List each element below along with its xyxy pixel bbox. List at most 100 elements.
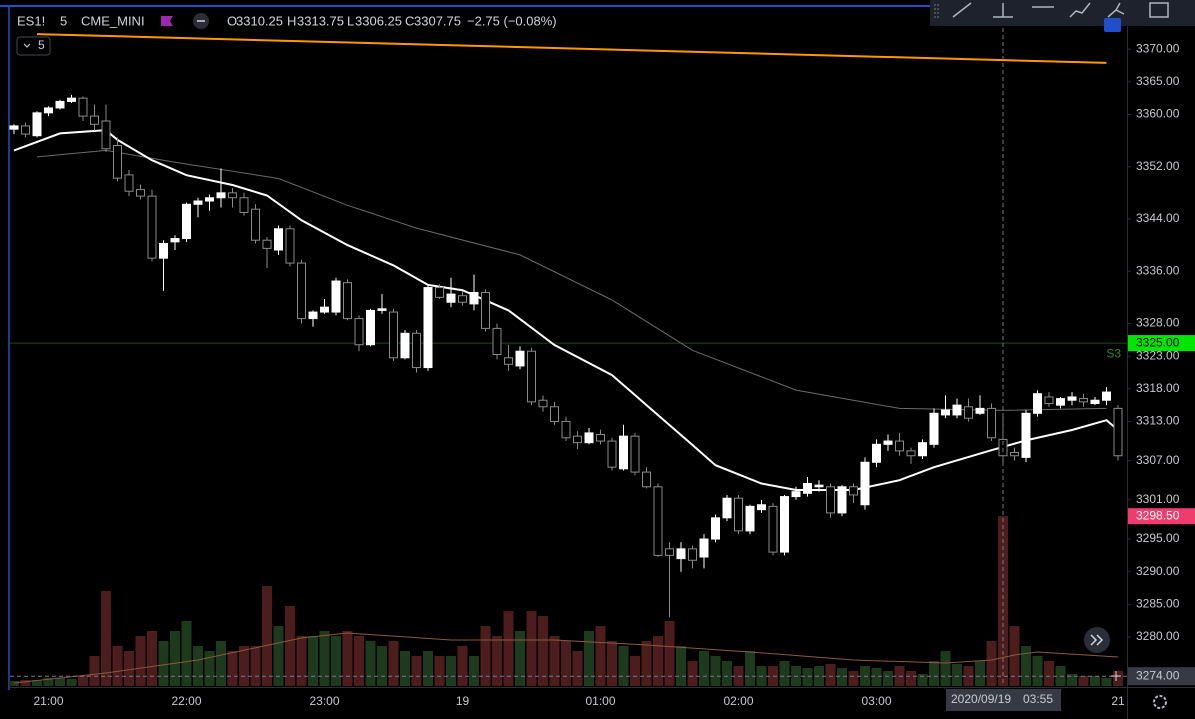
volume-bar [848,671,859,686]
volume-bar [1090,676,1100,686]
volume-bar [883,671,893,686]
y-tick-label: 3328.00 [1136,316,1180,330]
volume-bar [193,646,203,686]
volume-bar [664,621,675,686]
candle-body [228,192,237,199]
candle-body [630,435,640,473]
y-tick-label: 3313.00 [1136,414,1180,428]
tool-trendline[interactable] [952,2,972,18]
tool-vline[interactable] [993,3,1013,18]
volume-bar [929,661,939,686]
candle-body [814,484,824,488]
volume-bar [687,661,698,686]
ohlc-label: C [405,13,414,28]
candle-body [412,332,421,369]
volume-bar [952,664,962,686]
indicator-lines [13,33,1119,684]
levels: S3 [10,342,1127,360]
tool-path[interactable] [1069,2,1091,18]
volume-bar [1067,674,1077,686]
y-tick-label: 3290.00 [1136,564,1180,578]
tool-rect[interactable] [1149,2,1169,18]
volume-bar [78,676,88,686]
candle-body [676,548,686,560]
candle-body [446,293,456,303]
candle-body [21,125,30,135]
scroll-button[interactable] [1104,18,1121,32]
volume-bar [434,656,445,686]
volume-bar [699,651,709,686]
volume-bar [400,651,410,686]
candle-body [596,434,605,442]
candle-body [975,407,985,414]
candle-body [308,311,318,320]
candle-body [860,461,870,506]
volume-bar [572,651,583,686]
candle-body [837,486,847,514]
header: ES1! 5 CME_MINI O 3310.25 H 3313.75 L 33… [16,13,557,56]
candle-body [1090,399,1100,404]
price-label: 3298.50 [1136,508,1180,522]
candle-body [826,486,835,514]
tool-pattern[interactable] [1107,2,1125,18]
settings-button[interactable] [1153,695,1167,709]
candle-body [285,228,295,264]
candle-body [9,125,19,130]
flag-icon[interactable] [161,16,173,26]
candle-body [251,208,260,241]
volume-bar [20,680,31,686]
interval-badge: 5 [38,38,45,52]
candle-body [182,203,191,240]
candle-body [550,406,559,422]
candle-body [320,306,329,313]
indicator-toggle[interactable] [16,36,51,56]
volume-bar [66,679,77,686]
candle-body [515,350,525,367]
y-tick-label: 3365.00 [1136,74,1180,88]
candle-body [1079,398,1088,403]
volume-bar [354,636,364,686]
volume-bar [480,626,491,686]
volume-bar [526,611,537,686]
candle-body [216,192,226,199]
ohlc-label: L [347,13,354,28]
volume-bar [250,646,261,686]
candle-body [113,144,122,179]
volume-bar [204,651,215,686]
candle-body [849,486,858,496]
candle-body [607,440,617,468]
symbol[interactable]: ES1! [17,13,45,28]
candle-body [929,412,939,445]
interval[interactable]: 5 [60,13,67,28]
add-button[interactable] [1111,671,1121,681]
volume-bar [676,646,686,686]
candle-body [688,548,697,561]
ohlc-label: H [287,13,296,28]
volume-bar [388,641,399,686]
candle-body [492,327,502,356]
volume-bar [825,664,836,686]
candle-body [147,195,157,259]
volume-bar [285,606,295,686]
crosshair-time: 03:55 [1023,692,1053,706]
candle-body [331,280,341,313]
candle-body [90,115,99,125]
volume-bar [503,611,514,686]
candle-body [1113,407,1123,457]
volume-bar [779,661,790,686]
y-tick-label: 3336.00 [1136,263,1180,277]
volume-bar [963,666,974,686]
candle-body [918,442,927,457]
candle-body [136,189,145,197]
x-tick-label: 03:00 [861,694,891,708]
volume-bar [722,661,732,686]
candle-body [906,450,916,457]
candle-body [653,486,663,556]
crosshair-date: 2020/09/19 [951,692,1011,706]
volume-bar [411,656,422,686]
volume-bar [319,631,330,686]
ohlc-value: 3313.75 [297,13,344,28]
volume-bar [262,586,272,686]
scroll-icon [1090,634,1104,646]
